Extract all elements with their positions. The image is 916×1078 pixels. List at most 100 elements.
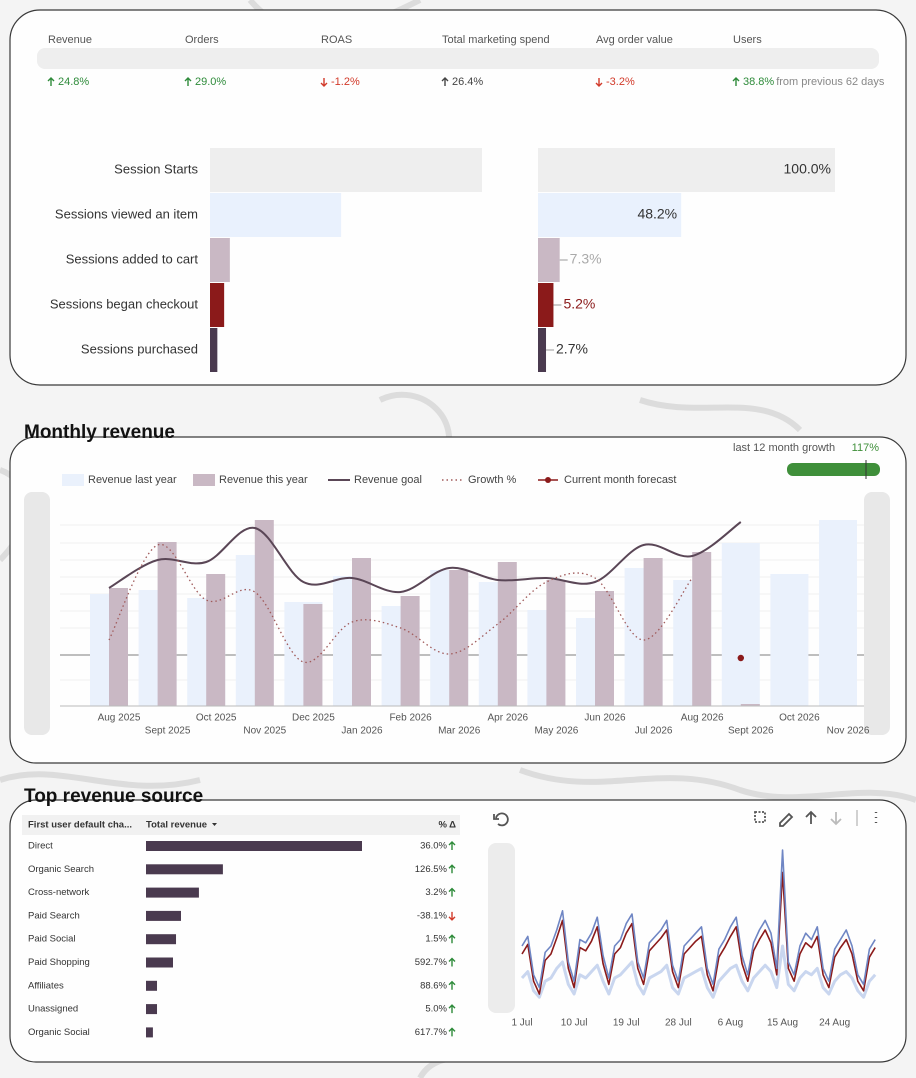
channel: Paid Shopping	[28, 957, 90, 968]
sort-icon	[212, 823, 217, 826]
growth-bar	[787, 463, 880, 476]
bar	[497, 562, 517, 706]
x-tick-label: 24 Aug	[819, 1018, 850, 1029]
legend-label: Current month forecast	[564, 474, 677, 486]
goal-line	[108, 521, 742, 594]
x-tick-label: Apr 2026	[488, 713, 529, 724]
select-icon[interactable]	[754, 811, 766, 823]
funnel-label: Sessions purchased	[81, 341, 198, 356]
kpi-change: -1.2%	[331, 76, 360, 88]
funnel-bar	[538, 193, 682, 237]
revenue-bar	[146, 910, 181, 921]
x-tick-label: Aug 2025	[98, 713, 141, 724]
legend-label: Revenue this year	[219, 474, 308, 486]
change: 88.6%	[420, 980, 447, 991]
daily-line	[521, 871, 876, 995]
x-tick-label: 10 Jul	[561, 1018, 588, 1029]
bar	[595, 591, 614, 706]
table-header-bg	[22, 815, 460, 835]
kpi-change: -3.2%	[606, 76, 635, 88]
trend-arrow	[732, 77, 740, 86]
bar	[819, 520, 857, 706]
down-icon[interactable]	[830, 812, 842, 826]
kpi-label: Total marketing spend	[442, 34, 550, 46]
kpi-label: ROAS	[321, 34, 352, 46]
trend-arrow	[595, 78, 603, 87]
undo-icon[interactable]	[493, 812, 509, 827]
table-header: Total revenue	[146, 820, 207, 831]
legend-label: Revenue last year	[88, 474, 177, 486]
revenue-bar	[146, 980, 158, 991]
kpi-change: 24.8%	[58, 76, 89, 88]
legend-swatch	[193, 474, 215, 486]
change: 592.7%	[415, 957, 448, 968]
funnel-value: 7.3%	[570, 251, 602, 267]
x-tick-label: Aug 2026	[681, 713, 724, 724]
x-tick-label: Dec 2025	[292, 713, 335, 724]
x-tick-label: Nov 2026	[827, 726, 870, 737]
kpi-note: from previous 62 days	[776, 76, 885, 88]
bar	[352, 558, 371, 706]
channel: Cross-network	[28, 887, 89, 898]
funnel-bar	[538, 238, 560, 282]
revenue-bar	[146, 934, 177, 945]
funnel-value: 100.0%	[784, 161, 831, 177]
scroll-left[interactable]	[24, 492, 50, 735]
channel: Paid Search	[28, 910, 80, 921]
bar	[303, 604, 323, 706]
legend-swatch	[545, 477, 551, 483]
bar	[546, 580, 566, 706]
legend-label: Revenue goal	[354, 474, 422, 486]
scroll-right[interactable]	[864, 492, 890, 735]
kpi-change: 26.4%	[452, 76, 483, 88]
funnel-label: Session Starts	[114, 161, 198, 176]
bar	[157, 542, 177, 706]
trend-arrow	[448, 887, 456, 897]
channel: Affiliates	[28, 980, 64, 991]
forecast-point	[737, 654, 744, 662]
x-tick-label: Jun 2026	[584, 713, 626, 724]
trend-arrow	[448, 1004, 456, 1014]
revenue-bar	[146, 864, 223, 875]
chart-side-panel	[488, 843, 515, 1013]
funnel-label: Sessions began checkout	[50, 296, 199, 311]
kpi-label: Orders	[185, 34, 219, 46]
funnel-value: 5.2%	[563, 296, 595, 312]
revenue-bar	[146, 841, 362, 851]
change: 617.7%	[415, 1027, 448, 1038]
x-tick-label: Sept 2026	[728, 726, 774, 737]
kpi-label: Revenue	[48, 34, 92, 46]
funnel-bar	[538, 328, 547, 372]
change: 36.0%	[420, 841, 447, 852]
bar	[770, 574, 809, 706]
x-tick-label: Sept 2025	[145, 726, 191, 737]
funnel-value: 2.7%	[556, 341, 588, 357]
funnel-label: Sessions added to cart	[66, 251, 199, 266]
up-icon[interactable]	[805, 810, 817, 824]
x-tick-label: Mar 2026	[438, 726, 481, 737]
channel: Direct	[28, 841, 53, 852]
channel: Unassigned	[28, 1004, 78, 1015]
x-tick-label: 6 Aug	[718, 1018, 744, 1029]
trend-arrow	[448, 957, 456, 967]
x-tick-label: 28 Jul	[665, 1018, 692, 1029]
daily-line	[521, 849, 876, 989]
trend-arrow	[448, 864, 456, 874]
legend-swatch	[62, 474, 84, 486]
edit-icon[interactable]	[779, 812, 794, 827]
kpi-values-placeholder	[37, 48, 879, 69]
table-header: % Δ	[438, 820, 456, 831]
x-tick-label: Nov 2025	[243, 726, 286, 737]
change: -38.1%	[417, 910, 448, 921]
bar	[254, 520, 274, 706]
revenue-bar	[146, 957, 173, 968]
change: 5.0%	[425, 1004, 447, 1015]
trend-arrow	[320, 78, 328, 87]
kpi-change: 29.0%	[195, 76, 226, 88]
funnel-bar	[210, 193, 342, 237]
bar	[692, 552, 712, 706]
funnel-bar	[538, 283, 554, 327]
